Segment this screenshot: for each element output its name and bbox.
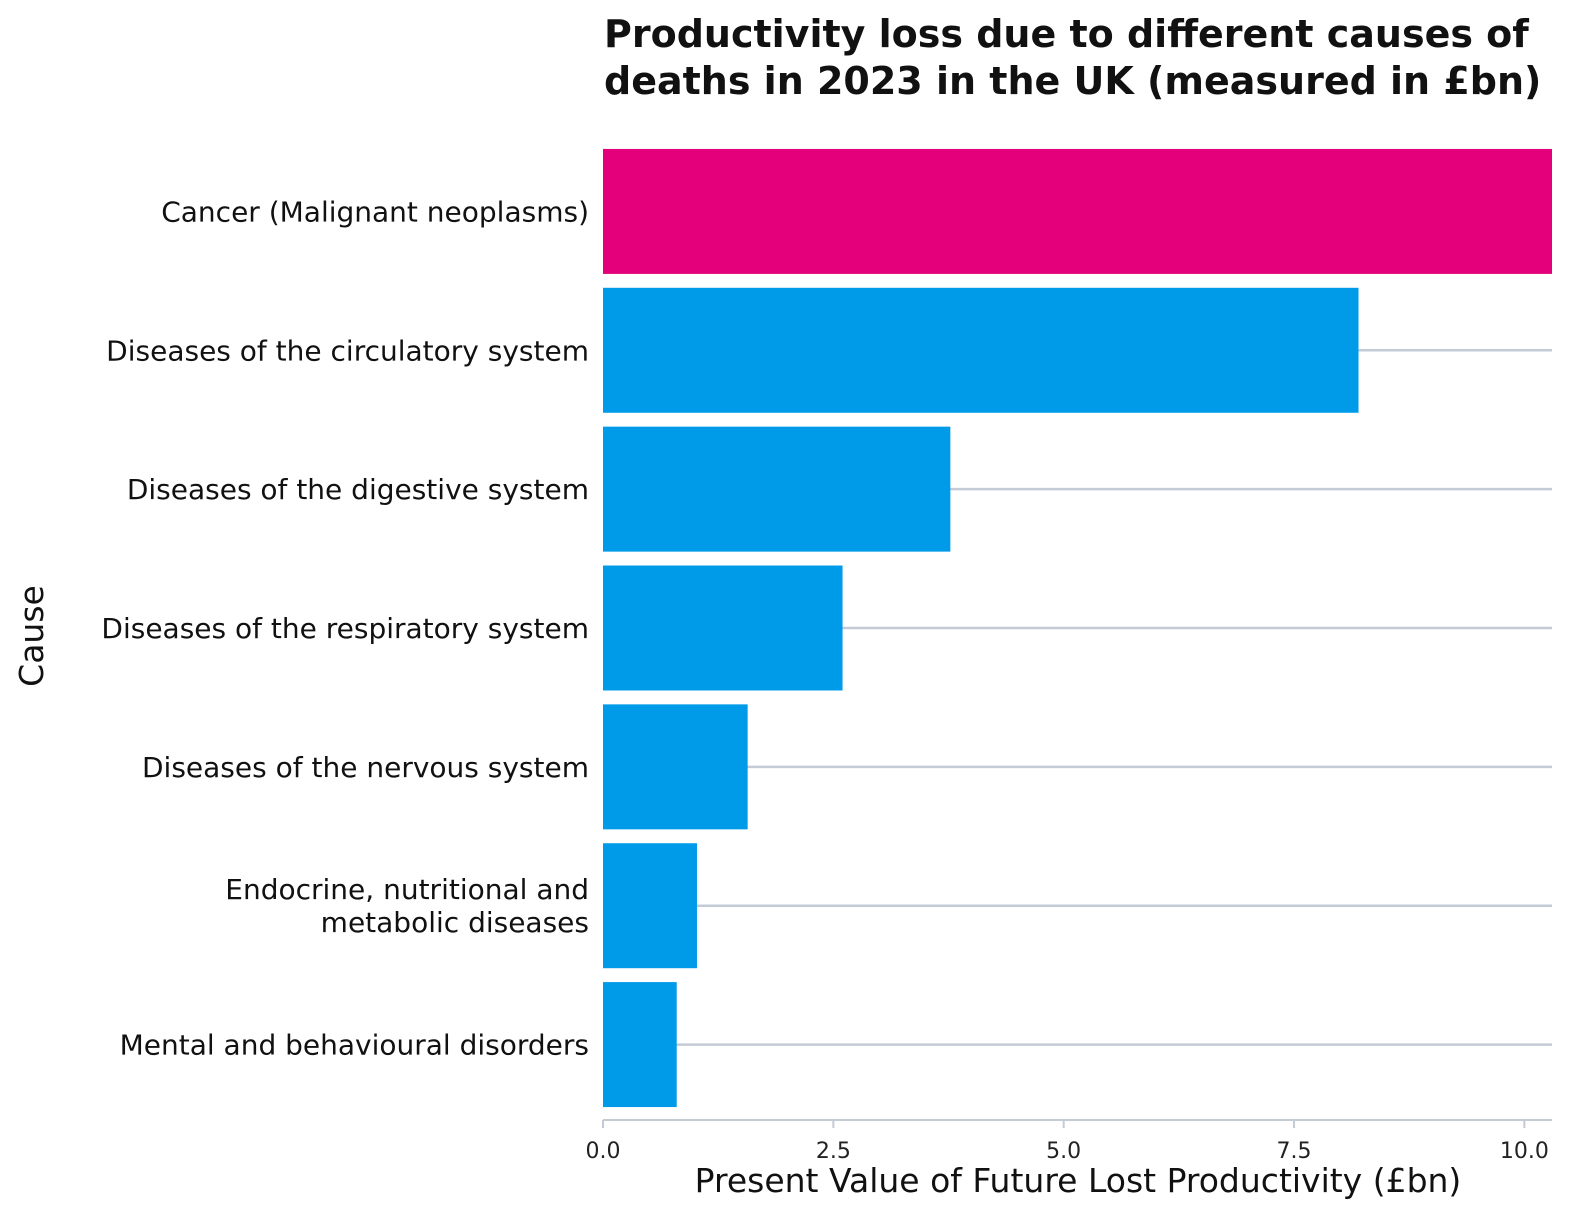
bar xyxy=(603,426,951,552)
bar xyxy=(603,704,748,830)
bar xyxy=(603,982,677,1108)
category-label: Diseases of the respiratory system xyxy=(101,612,589,645)
x-axis-title: Present Value of Future Lost Productivit… xyxy=(695,1161,1462,1200)
bar xyxy=(603,148,1552,274)
category-label: Diseases of the digestive system xyxy=(127,473,589,506)
category-label: metabolic diseases xyxy=(321,906,589,939)
category-label: Endocrine, nutritional and xyxy=(225,873,589,906)
bar xyxy=(603,287,1359,413)
chart-title-line-1: Productivity loss due to different cause… xyxy=(604,12,1529,56)
x-tick-label: 5.0 xyxy=(1046,1139,1081,1164)
x-tick-label: 7.5 xyxy=(1277,1139,1312,1164)
y-axis-title: Cause xyxy=(12,585,51,687)
category-labels: Cancer (Malignant neoplasms) Diseases of … xyxy=(101,195,589,1061)
x-axis-ticks: 0.0 2.5 5.0 7.5 10.0 xyxy=(586,1119,1552,1164)
x-tick-label: 10.0 xyxy=(1500,1139,1549,1164)
category-label: Diseases of the circulatory system xyxy=(106,334,589,367)
chart-title-line-2: deaths in 2023 in the UK (measured in £b… xyxy=(604,59,1541,103)
x-tick-label: 2.5 xyxy=(816,1139,851,1164)
category-label: Diseases of the nervous system xyxy=(142,751,589,784)
bar xyxy=(603,565,843,691)
bar xyxy=(603,843,697,969)
category-label: Mental and behavioural disorders xyxy=(120,1029,589,1062)
bars xyxy=(603,148,1552,1108)
category-label: Cancer (Malignant neoplasms) xyxy=(161,195,589,228)
x-tick-label: 0.0 xyxy=(586,1139,621,1164)
